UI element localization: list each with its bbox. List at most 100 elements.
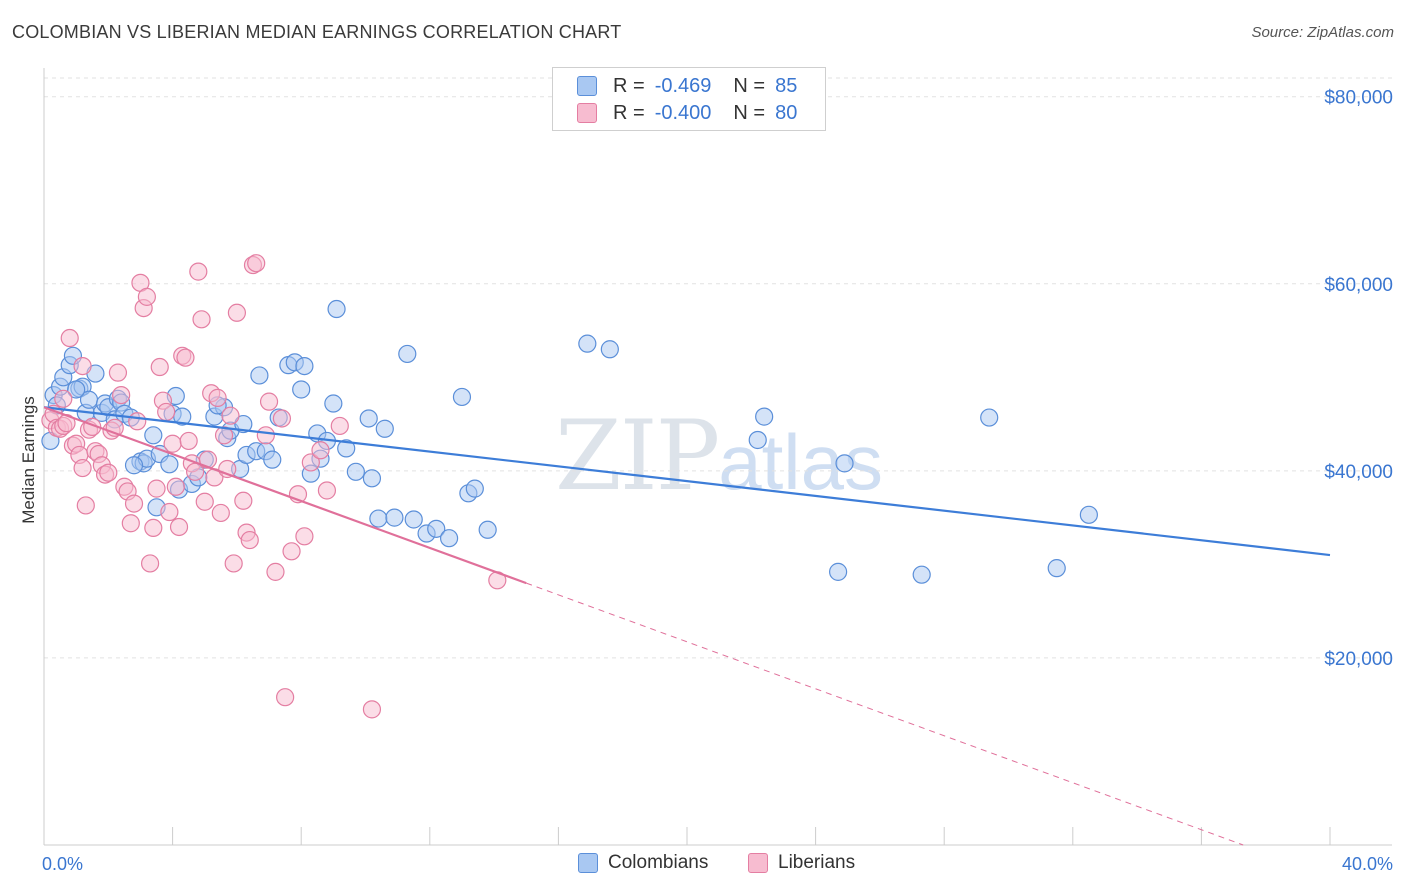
colombians-point [748, 430, 767, 450]
colombians-point [295, 356, 314, 376]
liberians-point [54, 389, 73, 408]
legend-label-liberians: Liberians [778, 852, 856, 873]
colombians-point [124, 456, 144, 475]
liberians-point [240, 530, 259, 550]
liberians-point [121, 514, 140, 533]
correlation-legend: R = -0.469 N = 85 R = -0.400 N = 80 [552, 67, 826, 131]
y-tick-label: $60,000 [1324, 275, 1393, 296]
legend-item-colombians: Colombians [578, 852, 708, 874]
y-axis-label: Median Earnings [19, 396, 38, 524]
colombians-point [144, 426, 163, 445]
colombians-point [912, 565, 931, 584]
colombians-point [362, 469, 382, 488]
colombians-point [234, 414, 253, 434]
liberians-point [311, 441, 330, 460]
colombians-point [398, 344, 417, 364]
legend-r-value: -0.400 [654, 101, 712, 124]
colombians-point [160, 455, 179, 474]
liberians-point [317, 481, 337, 500]
liberians-point [176, 348, 195, 367]
legend-label-colombians: Colombians [608, 852, 709, 873]
trend-liberians-extension [526, 582, 1244, 846]
liberians-point [137, 287, 156, 306]
legend-swatch-liberians [748, 853, 768, 873]
colombians-point [346, 462, 365, 481]
colombians-point [478, 520, 497, 539]
legend-swatch-colombians [577, 76, 597, 96]
liberians-point [259, 392, 279, 411]
liberians-point [301, 453, 320, 472]
colombians-point [755, 407, 774, 426]
liberians-point [224, 554, 243, 573]
legend-row-colombians: R = -0.469 N = 85 [577, 73, 797, 99]
colombians-point [439, 529, 459, 548]
colombians-point [369, 509, 388, 528]
liberians-point [195, 492, 214, 511]
liberians-point [179, 431, 198, 451]
colombians-point [375, 419, 394, 438]
liberians-point [272, 409, 292, 428]
liberians-point [73, 458, 92, 478]
colombians-point [359, 409, 378, 428]
axis-labels: $20,000 $40,000 $60,000 $80,000 0.0% 40.0% Med… [19, 88, 1393, 874]
legend-row-liberians: R = -0.400 N = 80 [577, 100, 797, 126]
y-tick-label: $20,000 [1324, 649, 1393, 670]
legend-item-liberians: Liberians [748, 852, 855, 874]
colombians-point [600, 340, 619, 359]
colombians-point [578, 334, 597, 353]
liberians-point [282, 542, 301, 561]
liberians-point [144, 518, 163, 538]
liberians-point [208, 388, 227, 407]
liberians-point [140, 554, 160, 573]
series-colombians [41, 299, 1098, 584]
colombians-point [250, 366, 269, 385]
liberians-point [108, 363, 128, 382]
liberians-point [60, 328, 79, 348]
legend-r-value: -0.469 [654, 74, 712, 97]
liberians-point [76, 496, 95, 515]
source-credit: Source: ZipAtlas.com [1251, 24, 1394, 41]
liberians-point [214, 426, 234, 445]
liberians-point [189, 262, 208, 281]
liberians-point [234, 491, 253, 510]
legend-r-label: R = [613, 74, 645, 97]
colombians-point [465, 479, 484, 498]
colombians-point [67, 380, 86, 399]
chart-title: COLOMBIAN VS LIBERIAN MEDIAN EARNINGS CO… [12, 22, 622, 42]
legend-n-label: N = [733, 74, 766, 97]
liberians-point [157, 402, 176, 422]
colombians-point [404, 510, 423, 529]
liberians-point [163, 434, 182, 453]
trend-lines [43, 406, 1331, 846]
watermark: ZIPatlas [555, 400, 883, 512]
colombians-point [327, 299, 346, 319]
liberians-point [166, 477, 185, 496]
colombians-point [1079, 505, 1098, 524]
series-legend: Colombians Liberians [0, 852, 1406, 878]
colombians-point [980, 408, 999, 427]
liberians-point [266, 562, 285, 581]
liberians-point [247, 254, 266, 273]
x-tick-label-max: 40.0% [1342, 854, 1393, 874]
liberians-point [276, 688, 295, 707]
watermark-atlas: atlas [718, 418, 883, 506]
liberians-point [192, 310, 211, 329]
legend-n-label: N = [733, 101, 766, 124]
watermark-zip: ZIP [555, 400, 720, 512]
legend-swatch-liberians [577, 103, 597, 123]
legend-n-value: 85 [775, 74, 798, 97]
liberians-point [128, 412, 147, 431]
liberians-point [147, 479, 166, 498]
series-liberians [41, 254, 507, 719]
grid-lines [44, 77, 1392, 659]
liberians-point [73, 356, 92, 376]
colombians-point [263, 450, 282, 469]
liberians-point [150, 357, 169, 377]
colombians-point [835, 454, 854, 473]
liberians-point [169, 517, 189, 537]
x-tick-label-min: 0.0% [42, 854, 83, 874]
colombians-point [385, 508, 404, 527]
liberians-point [362, 700, 382, 719]
liberians-point [112, 385, 131, 405]
